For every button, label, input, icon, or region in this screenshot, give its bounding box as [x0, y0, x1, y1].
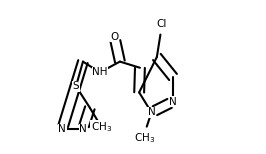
Text: NH: NH	[92, 67, 108, 77]
Text: O: O	[110, 32, 119, 42]
Text: CH$_3$: CH$_3$	[134, 131, 155, 145]
Text: N: N	[148, 107, 155, 117]
Text: N: N	[58, 124, 66, 134]
Text: Cl: Cl	[156, 19, 167, 29]
Text: N: N	[169, 97, 177, 107]
Text: CH$_3$: CH$_3$	[91, 120, 112, 134]
Text: S: S	[73, 81, 79, 91]
Text: N: N	[79, 124, 87, 134]
